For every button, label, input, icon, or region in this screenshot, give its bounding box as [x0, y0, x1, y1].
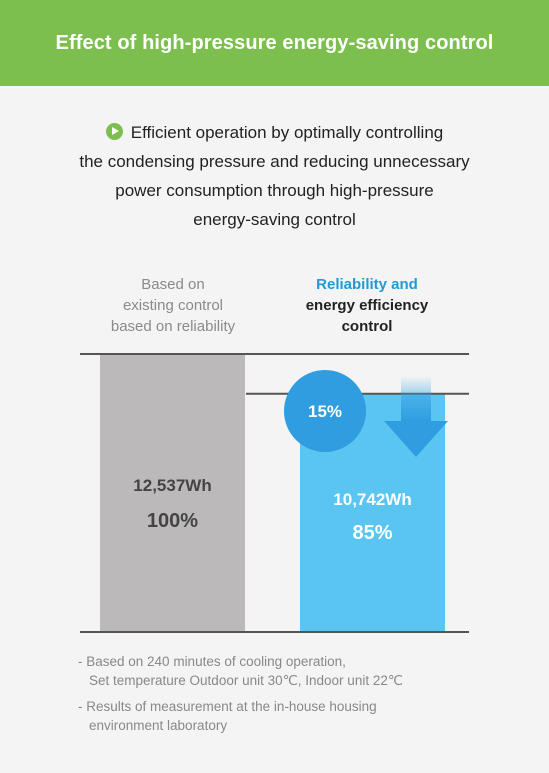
percent-label-existing: 100% [147, 510, 198, 532]
page-title: Effect of high-pressure energy-saving co… [55, 31, 494, 54]
footnotes: - Based on 240 minutes of cooling operat… [78, 652, 498, 742]
percent-label-efficient: 85% [352, 522, 392, 544]
down-arrow-icon [384, 376, 448, 457]
footnote-test-conditions: - Based on 240 minutes of cooling operat… [78, 654, 404, 688]
intro-block: Efficient operation by optimally control… [30, 118, 519, 234]
intro-text: Efficient operation by optimally control… [79, 123, 470, 229]
reduction-circle [284, 370, 366, 452]
play-circle-icon [105, 123, 123, 140]
footnote-lab: - Results of measurement at the in-house… [78, 699, 377, 733]
label-efficient-rest: energy efficiency control [305, 297, 429, 335]
value-label-efficient: 10,742Wh [333, 490, 411, 509]
label-efficient-control: Reliability and energy efficiency contro… [282, 274, 452, 337]
bar-0 [100, 354, 245, 632]
reduction-label: 15% [308, 402, 342, 421]
label-efficient-accent: Reliability and [316, 276, 418, 293]
header-banner: Effect of high-pressure energy-saving co… [0, 0, 549, 86]
label-existing-control: Based on existing control based on relia… [110, 276, 236, 335]
value-label-existing: 12,537Wh [133, 476, 211, 495]
